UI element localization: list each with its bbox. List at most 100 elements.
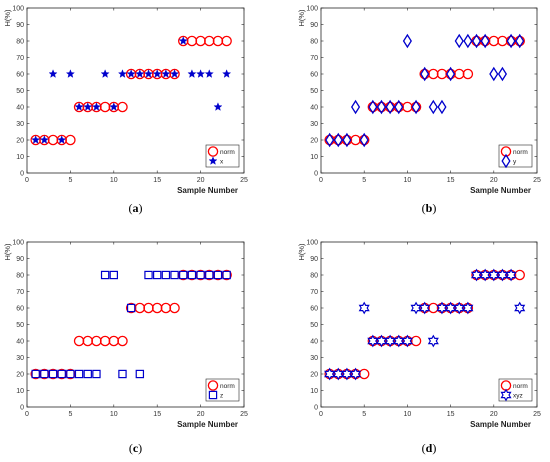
y-tick-label: 0 <box>20 404 24 411</box>
y-tick-label: 20 <box>16 137 24 144</box>
data-point-x <box>187 69 197 78</box>
chart-panel-c: 0 10 20 30 40 50 60 70 80 90 100 0 5 10 15 20 25 H(%) Samp… <box>3 239 248 455</box>
x-tick-label: 25 <box>533 177 541 184</box>
data-point-x <box>170 69 180 78</box>
data-point-xyz <box>514 301 526 315</box>
y-tick-label: 60 <box>310 305 318 312</box>
y-tick-label: 50 <box>310 322 318 329</box>
y-axis-label: H(%) <box>3 9 12 27</box>
y-tick-label: 90 <box>16 22 24 29</box>
data-point-norm <box>358 134 370 146</box>
x-tick-label: 10 <box>404 411 412 418</box>
legend-label: norm <box>513 149 528 156</box>
data-point-z <box>40 369 49 379</box>
x-tick-label: 20 <box>490 177 498 184</box>
y-tick-label: 60 <box>16 305 24 312</box>
y-tick-label: 70 <box>16 289 24 296</box>
data-point-z <box>83 369 92 379</box>
y-tick-label: 20 <box>310 137 318 144</box>
panel-caption: (b) <box>422 201 437 215</box>
legend-marker-norm <box>207 146 219 157</box>
y-tick-label: 20 <box>310 371 318 378</box>
data-point-x <box>196 69 206 78</box>
legend-label: norm <box>220 383 235 390</box>
y-tick-label: 70 <box>16 55 24 62</box>
y-tick-label: 60 <box>16 71 24 78</box>
data-point-x <box>74 102 84 111</box>
legend-label: z <box>220 392 223 399</box>
x-tick-label: 15 <box>447 177 455 184</box>
caption-close-paren: ) <box>432 441 436 455</box>
data-point-x <box>83 102 93 111</box>
x-tick-label: 0 <box>319 411 323 418</box>
y-tick-label: 100 <box>306 5 318 12</box>
data-point-x <box>161 69 171 78</box>
data-point-z <box>118 369 127 379</box>
legend-marker-x <box>208 156 218 165</box>
data-point-y <box>402 33 412 49</box>
data-point-x <box>109 102 119 111</box>
y-tick-label: 60 <box>310 71 318 78</box>
legend: norm y <box>498 144 533 169</box>
data-point-z <box>153 270 162 280</box>
data-point-x <box>152 69 162 78</box>
data-point-x <box>48 69 58 78</box>
data-point-y <box>333 132 343 148</box>
y-tick-label: 50 <box>16 322 24 329</box>
caption-open-paren: ( <box>129 201 133 215</box>
data-point-x <box>117 69 127 78</box>
x-tick-label: 5 <box>68 177 72 184</box>
y-tick-label: 90 <box>16 256 24 263</box>
y-tick-label: 100 <box>12 239 24 246</box>
data-point-z <box>179 270 188 280</box>
data-point-y <box>471 33 482 49</box>
y-tick-label: 30 <box>310 121 318 128</box>
y-axis-label: H(%) <box>297 243 306 261</box>
series-x <box>31 36 232 144</box>
caption-letter: b <box>426 201 433 215</box>
data-point-norm <box>221 35 232 47</box>
series-xyz <box>324 268 526 381</box>
panel-caption: (d) <box>422 441 437 455</box>
y-tick-label: 30 <box>310 355 318 362</box>
x-tick-label: 25 <box>240 177 248 184</box>
legend-label: norm <box>513 383 528 390</box>
data-point-x <box>135 69 145 78</box>
data-point-x <box>65 69 75 78</box>
legend-label: xyz <box>513 392 523 399</box>
y-tick-label: 80 <box>16 38 24 45</box>
y-tick-label: 80 <box>16 272 24 279</box>
x-tick-label: 10 <box>404 177 412 184</box>
data-point-x <box>222 69 232 78</box>
y-tick-label: 70 <box>310 289 318 296</box>
data-point-y <box>411 99 421 115</box>
data-point-y <box>325 132 335 148</box>
data-point-z <box>187 270 197 280</box>
legend-label: x <box>220 158 224 165</box>
data-point-z <box>66 369 75 379</box>
x-tick-label: 15 <box>447 411 455 418</box>
y-tick-label: 30 <box>16 121 24 128</box>
data-point-x <box>126 69 136 78</box>
y-tick-label: 30 <box>16 355 24 362</box>
data-point-y <box>437 99 447 115</box>
y-tick-label: 10 <box>16 154 24 161</box>
data-point-x <box>204 69 214 78</box>
y-tick-label: 100 <box>306 239 318 246</box>
y-tick-label: 10 <box>310 154 318 161</box>
series-y <box>325 33 525 148</box>
data-point-y <box>350 99 361 115</box>
x-tick-label: 0 <box>25 177 29 184</box>
legend-marker-xyz <box>500 388 512 402</box>
legend-label: y <box>513 158 517 165</box>
y-tick-label: 80 <box>310 38 318 45</box>
data-point-xyz <box>401 334 413 348</box>
data-point-y <box>480 33 490 49</box>
chart-panel-a: 0 10 20 30 40 50 60 70 80 90 100 0 5 10 15 20 25 H(%) Samp… <box>3 5 248 215</box>
data-point-y <box>506 33 516 49</box>
y-tick-label: 20 <box>16 371 24 378</box>
series-norm <box>30 35 232 146</box>
caption-close-paren: ) <box>139 201 143 215</box>
x-axis-label: Sample Number <box>470 420 531 429</box>
legend-box <box>498 144 533 168</box>
